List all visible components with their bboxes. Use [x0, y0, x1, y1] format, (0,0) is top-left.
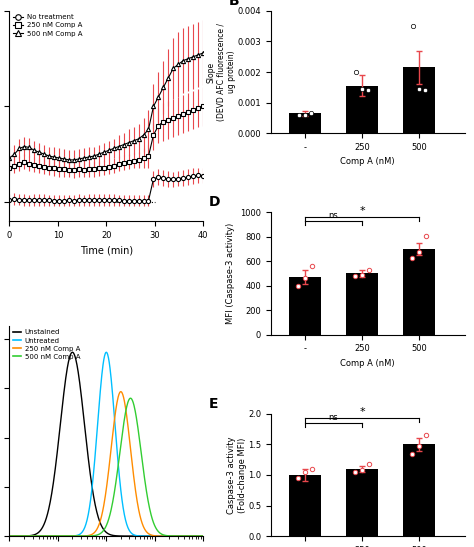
Bar: [346, 86, 378, 133]
Point: [353, 68, 360, 77]
Point: [408, 253, 416, 262]
Point: [307, 109, 315, 118]
X-axis label: Comp A (nM): Comp A (nM): [340, 359, 395, 368]
Point: [351, 271, 359, 280]
Bar: [403, 445, 435, 536]
Text: E: E: [209, 397, 219, 411]
Point: [421, 86, 428, 95]
Point: [415, 247, 423, 256]
Legend: Unstained, Untreated, 250 nM Comp A, 500 nM Comp A: Unstained, Untreated, 250 nM Comp A, 500…: [13, 329, 80, 360]
Point: [422, 231, 429, 240]
Bar: [346, 469, 378, 536]
Point: [408, 449, 416, 458]
Bar: [290, 277, 321, 335]
Bar: [403, 67, 435, 133]
Text: B: B: [228, 0, 239, 8]
Point: [415, 441, 423, 450]
Point: [365, 459, 373, 468]
Point: [422, 431, 429, 440]
Y-axis label: Slope
(DEVD AFC fluorescence /
ug protein): Slope (DEVD AFC fluorescence / ug protei…: [206, 23, 236, 121]
Point: [308, 262, 316, 271]
Y-axis label: Caspase-3 activity
(Fold-change MFI): Caspase-3 activity (Fold-change MFI): [227, 437, 246, 514]
Point: [358, 270, 366, 279]
Point: [301, 274, 309, 283]
Y-axis label: MFI (Caspase-3 activity): MFI (Caspase-3 activity): [226, 223, 235, 324]
Point: [358, 465, 366, 474]
Point: [308, 464, 316, 473]
Text: *: *: [359, 407, 365, 417]
Point: [410, 22, 417, 31]
Point: [351, 468, 359, 476]
Point: [415, 84, 423, 93]
Legend: No treatment, 250 nM Comp A, 500 nM Comp A: No treatment, 250 nM Comp A, 500 nM Comp…: [13, 14, 82, 37]
Bar: [403, 249, 435, 335]
Text: ns: ns: [328, 413, 338, 422]
Text: D: D: [209, 195, 220, 210]
Text: *: *: [359, 206, 365, 216]
Point: [301, 468, 309, 476]
X-axis label: Comp A (nM): Comp A (nM): [340, 158, 395, 166]
X-axis label: Time (min): Time (min): [80, 245, 133, 255]
Bar: [290, 475, 321, 536]
Bar: [346, 274, 378, 335]
Text: ns: ns: [328, 211, 338, 220]
Point: [294, 474, 302, 482]
Point: [294, 281, 302, 290]
Point: [365, 265, 373, 274]
Point: [296, 110, 303, 119]
Point: [358, 84, 366, 93]
Point: [301, 111, 309, 120]
Bar: [290, 113, 321, 133]
Point: [364, 86, 372, 95]
